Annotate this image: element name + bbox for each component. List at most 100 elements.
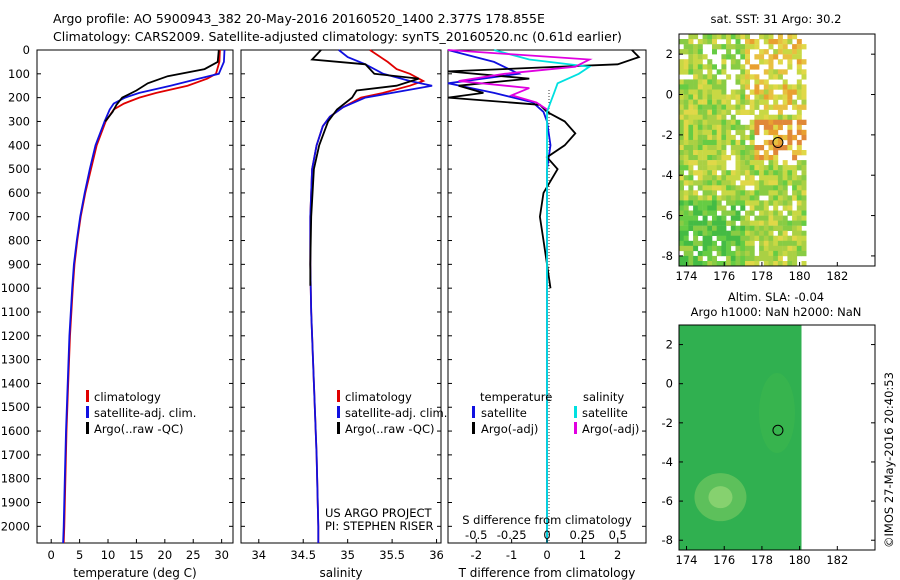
- lon-tick-label: 176: [713, 269, 735, 283]
- sst-cell: [679, 195, 684, 201]
- sst-cell: [697, 200, 703, 206]
- sst-cell: [688, 165, 694, 171]
- legend-swatch-satellite-clim: [337, 406, 340, 418]
- temperature-panel: 0 5 10 15 20 25 30 temperature (deg C) climato…: [36, 49, 234, 580]
- sst-cell: [740, 34, 746, 40]
- sst-cell: [712, 134, 717, 141]
- sst-cell: [735, 119, 741, 125]
- sst-cell: [730, 89, 736, 95]
- salinity-x-label: salinity: [319, 566, 362, 580]
- sst-cell: [787, 250, 793, 257]
- figure-title-line1: Argo profile: AO 5900943_382 20-May-2016…: [53, 11, 545, 26]
- sst-cell: [777, 190, 783, 196]
- sst-cell: [735, 59, 741, 65]
- sst-cell: [683, 89, 689, 95]
- sst-cell: [735, 109, 741, 115]
- sst-cell: [707, 235, 713, 241]
- sst-cell: [735, 150, 741, 156]
- sst-cell: [777, 134, 783, 141]
- sst-cell: [749, 99, 755, 105]
- sst-cell: [782, 205, 788, 211]
- sst-cell: [679, 104, 684, 110]
- sst-cell: [759, 255, 765, 262]
- sst-cell: [679, 109, 684, 115]
- sst-cell: [721, 129, 727, 136]
- sst-cell: [721, 185, 727, 191]
- sst-cell: [716, 134, 722, 141]
- sst-cell: [796, 49, 802, 55]
- sst-cell: [688, 155, 694, 161]
- sst-cell: [697, 225, 703, 231]
- sst-cell: [721, 99, 727, 105]
- sst-cell: [730, 195, 736, 201]
- sst-cell: [801, 210, 807, 216]
- sst-cell: [787, 34, 793, 40]
- sst-cell: [726, 240, 732, 247]
- sst-cell: [792, 99, 798, 105]
- sst-cell: [688, 180, 694, 186]
- sst-cell: [745, 220, 750, 226]
- sst-cell: [773, 39, 779, 45]
- salinity-legend: climatology satellite-adj. clim. Argo(..…: [337, 390, 447, 436]
- sst-cell: [693, 134, 699, 141]
- sst-cell: [707, 69, 713, 75]
- sst-cell: [768, 230, 774, 236]
- lon-tick-label: 178: [751, 269, 773, 283]
- sst-cell: [777, 114, 783, 120]
- sst-cell: [683, 215, 689, 221]
- sst-cell: [683, 139, 689, 146]
- sst-cell: [726, 104, 732, 110]
- sst-cell: [773, 220, 779, 226]
- sst-cell: [730, 255, 736, 262]
- sst-cell: [792, 185, 798, 191]
- legend-swatch-climatology: [86, 390, 89, 402]
- sst-cell: [777, 104, 783, 110]
- sst-cell: [721, 190, 727, 196]
- sst-cell: [763, 94, 769, 100]
- sst-cell: [749, 160, 755, 166]
- sst-cell: [754, 225, 760, 231]
- sst-cell: [702, 205, 708, 211]
- sst-cell: [693, 94, 699, 100]
- sst-cell: [773, 195, 779, 201]
- sst-cell: [716, 160, 722, 166]
- sst-cell: [693, 59, 699, 65]
- sst-cell: [745, 99, 750, 105]
- sst-cell: [745, 160, 750, 166]
- sst-cell: [796, 210, 802, 216]
- sst-cell: [730, 225, 736, 231]
- sst-cell: [759, 230, 765, 236]
- sst-cell: [773, 114, 779, 120]
- sst-cell: [782, 114, 788, 120]
- sst-cell: [702, 114, 708, 120]
- sst-cell: [796, 165, 802, 171]
- sst-cell: [683, 155, 689, 161]
- lat-tick-label: -4: [662, 168, 673, 182]
- sst-cell: [740, 200, 746, 206]
- sst-cell: [693, 119, 699, 125]
- sst-cell: [697, 39, 703, 45]
- sst-cell: [740, 225, 746, 231]
- sst-cell: [763, 190, 769, 196]
- sst-cell: [716, 129, 722, 136]
- series-line-argo-adj-: [447, 49, 641, 289]
- sst-cell: [735, 99, 741, 105]
- sst-cell: [768, 180, 774, 186]
- sst-cell: [707, 210, 713, 216]
- sst-cell: [777, 84, 783, 90]
- sst-cell: [688, 44, 694, 50]
- sst-cell: [801, 205, 807, 211]
- sst-cell: [702, 84, 708, 90]
- sst-cell: [683, 225, 689, 231]
- sst-cell: [777, 34, 783, 40]
- sst-cell: [773, 250, 779, 257]
- sst-cell: [693, 210, 699, 216]
- sst-cell: [697, 160, 703, 166]
- sst-cell: [773, 175, 779, 181]
- sst-cell: [683, 39, 689, 45]
- lat-tick-label: -6: [662, 494, 673, 508]
- depth-tick-label: 500: [8, 162, 30, 176]
- sst-cell: [801, 215, 807, 221]
- sst-cell: [683, 94, 689, 100]
